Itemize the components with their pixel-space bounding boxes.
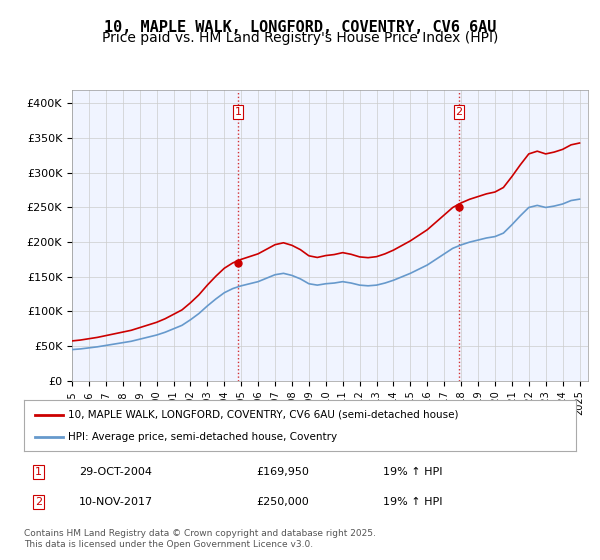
Text: Contains HM Land Registry data © Crown copyright and database right 2025.
This d: Contains HM Land Registry data © Crown c…: [24, 529, 376, 549]
Text: 10, MAPLE WALK, LONGFORD, COVENTRY, CV6 6AU (semi-detached house): 10, MAPLE WALK, LONGFORD, COVENTRY, CV6 …: [68, 409, 458, 419]
Text: 2: 2: [35, 497, 42, 507]
Text: HPI: Average price, semi-detached house, Coventry: HPI: Average price, semi-detached house,…: [68, 432, 337, 442]
Text: £250,000: £250,000: [256, 497, 308, 507]
Text: 10-NOV-2017: 10-NOV-2017: [79, 497, 154, 507]
Text: 29-OCT-2004: 29-OCT-2004: [79, 467, 152, 477]
Text: 19% ↑ HPI: 19% ↑ HPI: [383, 467, 442, 477]
Text: £169,950: £169,950: [256, 467, 309, 477]
Text: Price paid vs. HM Land Registry's House Price Index (HPI): Price paid vs. HM Land Registry's House …: [102, 31, 498, 45]
Text: 10, MAPLE WALK, LONGFORD, COVENTRY, CV6 6AU: 10, MAPLE WALK, LONGFORD, COVENTRY, CV6 …: [104, 20, 496, 35]
Text: 19% ↑ HPI: 19% ↑ HPI: [383, 497, 442, 507]
Text: 1: 1: [35, 467, 42, 477]
Text: 2: 2: [455, 107, 463, 117]
Text: 1: 1: [235, 107, 242, 117]
